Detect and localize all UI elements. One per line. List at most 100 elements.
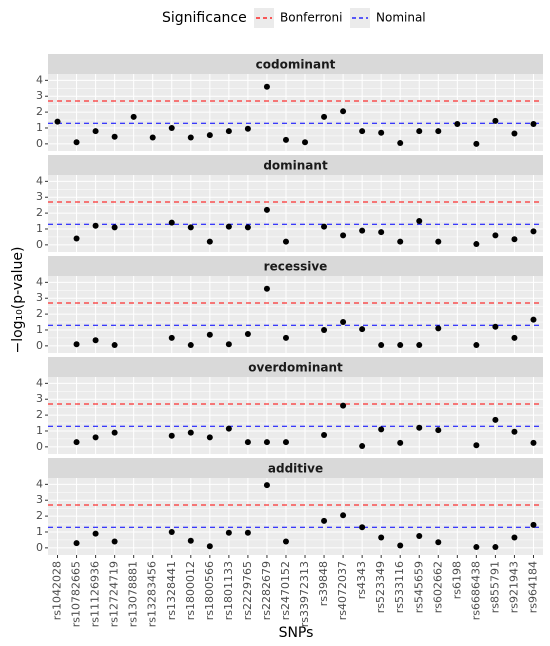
x-tick-label: rs545659	[412, 561, 425, 613]
point	[282, 334, 289, 341]
point	[530, 121, 537, 128]
point	[340, 232, 347, 239]
point	[73, 235, 80, 242]
point	[359, 326, 366, 333]
point	[321, 431, 328, 438]
point	[263, 482, 270, 489]
point	[321, 113, 328, 120]
x-tick-label: rs4343	[355, 561, 368, 599]
point	[340, 108, 347, 115]
x-tick-label: rs10782665	[70, 561, 83, 627]
point	[511, 428, 518, 435]
point	[92, 128, 99, 135]
legend-title: Significance	[162, 10, 247, 26]
facet-title: dominant	[263, 159, 328, 173]
point	[359, 128, 366, 135]
point	[206, 132, 213, 139]
point	[511, 534, 518, 541]
y-tick-label: 2	[36, 105, 43, 118]
x-tick-label: rs1800566	[203, 561, 216, 620]
point	[492, 416, 499, 423]
y-tick-label: 0	[36, 440, 43, 453]
point	[530, 228, 537, 235]
point	[282, 538, 289, 545]
x-tick-label: rs4072037	[336, 561, 349, 620]
facet-title: overdominant	[248, 361, 343, 375]
point	[359, 524, 366, 531]
x-tick-label: rs2470152	[279, 561, 292, 620]
y-tick-label: 3	[36, 493, 43, 506]
y-tick-label: 0	[36, 238, 43, 251]
y-tick-label: 4	[36, 376, 43, 389]
point	[206, 434, 213, 441]
point	[206, 238, 213, 245]
strip	[48, 256, 543, 276]
x-tick-label: rs921943	[507, 561, 520, 613]
x-tick-label: rs1042028	[51, 561, 64, 620]
point	[359, 443, 366, 450]
point	[454, 121, 461, 128]
point	[168, 334, 175, 341]
y-tick-label: 3	[36, 190, 43, 203]
x-tick-label: rs855791	[488, 561, 501, 613]
point	[130, 113, 137, 120]
y-tick-label: 1	[36, 323, 43, 336]
point	[492, 544, 499, 551]
y-tick-label: 1	[36, 121, 43, 134]
legend-label: Nominal	[376, 11, 426, 25]
point	[473, 342, 480, 349]
point	[397, 542, 404, 549]
point	[73, 540, 80, 547]
y-tick-label: 3	[36, 291, 43, 304]
point	[397, 342, 404, 349]
point	[244, 330, 251, 337]
point	[473, 544, 480, 551]
point	[111, 538, 118, 545]
point	[73, 139, 80, 146]
x-tick-label: rs12724719	[108, 561, 121, 627]
y-tick-label: 3	[36, 89, 43, 102]
point	[511, 130, 518, 137]
y-tick-label: 2	[36, 307, 43, 320]
point	[282, 238, 289, 245]
point	[473, 241, 480, 248]
point	[168, 124, 175, 131]
point	[244, 125, 251, 132]
facet-title: recessive	[264, 260, 328, 274]
point	[73, 341, 80, 348]
point	[416, 218, 423, 225]
point	[511, 334, 518, 341]
point	[54, 118, 61, 125]
point	[530, 521, 537, 528]
point	[92, 434, 99, 441]
point	[263, 439, 270, 446]
facet-title: codominant	[256, 58, 336, 72]
x-tick-label: rs6198	[450, 561, 463, 599]
point	[225, 425, 232, 432]
point	[416, 424, 423, 431]
y-tick-label: 1	[36, 222, 43, 235]
point	[397, 439, 404, 446]
x-tick-label: rs1800012	[184, 561, 197, 620]
y-tick-label: 4	[36, 174, 43, 187]
point	[530, 439, 537, 446]
point	[473, 140, 480, 147]
point	[473, 442, 480, 449]
point	[435, 238, 442, 245]
y-tick-label: 3	[36, 392, 43, 405]
y-tick-label: 1	[36, 424, 43, 437]
point	[149, 134, 156, 141]
point	[321, 326, 328, 333]
x-tick-label: rs11126936	[89, 561, 102, 627]
strip	[48, 54, 543, 74]
x-tick-label: rs602662	[431, 561, 444, 613]
point	[225, 128, 232, 135]
facet-title: additive	[268, 462, 323, 476]
point	[187, 224, 194, 231]
point	[397, 140, 404, 147]
x-tick-label: rs964184	[526, 561, 539, 613]
point	[92, 222, 99, 229]
x-tick-label: rs2282679	[260, 561, 273, 620]
y-tick-label: 2	[36, 509, 43, 522]
